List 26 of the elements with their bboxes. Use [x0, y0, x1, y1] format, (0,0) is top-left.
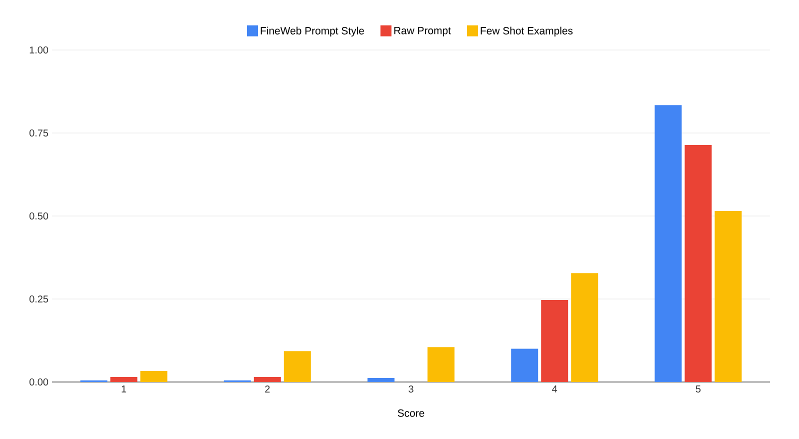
x-tick-label: 1	[122, 386, 126, 392]
x-tick-label: 4	[552, 386, 558, 392]
bar	[571, 273, 598, 382]
bar	[511, 348, 538, 382]
y-tick-label: 1.00	[30, 46, 48, 54]
legend-label: Raw Prompt	[394, 26, 451, 36]
bar	[368, 378, 394, 382]
bar	[654, 105, 682, 382]
x-tick-label: 3	[408, 386, 414, 393]
x-tick-label: 5	[696, 386, 701, 392]
x-axis-title: Score	[398, 409, 424, 417]
y-tick-label: 0.75	[29, 129, 48, 137]
y-tick-label: 0.50	[29, 212, 48, 220]
y-tick-label: 0.00	[29, 378, 48, 386]
y-tick-label: 0.25	[29, 295, 48, 303]
bar	[714, 211, 742, 382]
bar	[541, 300, 568, 382]
legend-label: FineWeb Prompt Style	[260, 26, 364, 37]
bar	[428, 347, 454, 382]
bar	[684, 144, 712, 382]
bar	[140, 371, 168, 382]
bar	[284, 351, 311, 382]
legend-label: Few Shot Examples	[480, 26, 573, 37]
bar	[110, 377, 138, 382]
x-tick-label: 2	[265, 386, 270, 392]
bar	[254, 377, 281, 382]
